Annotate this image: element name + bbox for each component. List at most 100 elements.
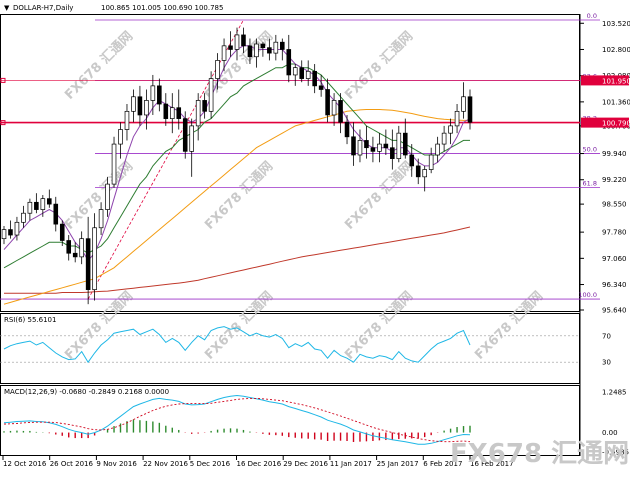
fib-level-label: 100.0 (578, 291, 597, 299)
price-tick-label: 103.520 (602, 20, 630, 28)
candle-bull (357, 140, 363, 156)
candle-bear (338, 100, 343, 123)
candle-bull (27, 201, 33, 214)
candle-bull (292, 67, 298, 76)
candle-bear (47, 198, 52, 205)
candle-bear (344, 121, 350, 138)
current-price-box (581, 117, 629, 128)
candle-bear (85, 238, 91, 290)
rsi-title: RSI(6) 55.6101 (4, 316, 56, 324)
candle-bear (66, 240, 72, 254)
date-tick-label: 16 Feb 2017 (470, 460, 514, 468)
candle-bull (105, 183, 110, 210)
candle-bear (202, 100, 207, 112)
price-tick-label: 97.780 (602, 229, 627, 237)
macd-tick-label: 1.2485 (602, 389, 627, 397)
marker-price-box (581, 75, 629, 86)
candle-bear (318, 85, 324, 90)
candle-bear (467, 96, 473, 123)
price-tick-label: 101.360 (602, 98, 630, 106)
candle-bull (40, 198, 46, 210)
ma-long-line (3, 109, 470, 305)
watermark-text: FX678 汇通网 (342, 28, 417, 103)
candle-bull (98, 209, 104, 229)
macd-title: MACD(12,26,9) -0.0680 -0.2849 0.2168 0.0… (4, 388, 169, 396)
header-arrow-icon[interactable]: ▼ (4, 4, 10, 12)
price-tick-label: 96.340 (602, 281, 627, 289)
marker-price-marker[interactable] (0, 77, 6, 83)
candle-bear (415, 165, 421, 178)
candle-bull (428, 154, 434, 170)
date-tick-label: 22 Nov 2016 (143, 460, 188, 468)
candle-bear (351, 136, 356, 156)
candle-bull (21, 212, 26, 223)
candle-bull (454, 110, 460, 127)
macd-signal-line (3, 397, 471, 443)
date-tick-label: 25 Jan 2017 (377, 460, 419, 468)
candle-bull (169, 107, 175, 119)
date-tick-label: 11 Jan 2017 (330, 460, 372, 468)
candle-bear (72, 252, 78, 258)
fib-level-label: 61.8 (583, 179, 597, 187)
rsi-layer: 70 30 (0, 326, 611, 367)
candle-bull (92, 227, 97, 290)
candle-bull (422, 169, 427, 178)
candle-bear (8, 229, 13, 236)
date-tick-label: 5 Dec 2016 (190, 460, 231, 468)
candle-bull (111, 143, 117, 185)
candle-bear (260, 43, 266, 49)
marker-price-label: 101.950 (602, 77, 630, 85)
current-price-marker[interactable] (0, 120, 6, 126)
watermark-text: FX678 汇通网 (202, 158, 277, 233)
date-tick-label: 9 Nov 2016 (96, 460, 137, 468)
candle-bear (383, 143, 389, 149)
price-tick-label: 95.640 (602, 307, 627, 315)
price-tick-label: 99.940 (602, 150, 627, 158)
candle-bull (435, 143, 440, 156)
candle-bull (1, 229, 7, 240)
rsi-tick-label: 70 (602, 332, 611, 340)
symbol-title: DOLLAR-H7,Daily (13, 4, 73, 12)
candle-bull (189, 125, 194, 152)
candle-bull (234, 34, 240, 50)
candle-bear (182, 118, 188, 152)
candle-bear (409, 154, 415, 167)
candle-bear (247, 45, 253, 58)
watermark-text: FX678 汇通网 (342, 158, 417, 233)
candle-bull (448, 125, 453, 134)
date-tick-label: 26 Oct 2016 (50, 460, 94, 468)
candle-bull (305, 70, 311, 79)
candles-layer (1, 27, 473, 305)
price-axis-layer: 103.520102.800102.080101.360100.70099.94… (580, 20, 630, 315)
macd-tick-label: 0.00 (602, 429, 618, 437)
candle-bear (137, 96, 143, 116)
ma-very-long-line (4, 226, 471, 294)
candle-bear (267, 47, 272, 54)
candle-bull (150, 85, 156, 101)
rsi-line (3, 326, 471, 364)
fib-level-label: 50.0 (583, 146, 597, 154)
candle-bull (461, 96, 466, 112)
candle-bear (390, 147, 395, 159)
macd-layer: 1.2485 0.00 -0.5985 (3, 389, 629, 457)
price-tick-label: 97.060 (602, 255, 627, 263)
candle-bull (221, 45, 227, 61)
rsi-tick-label: 30 (602, 359, 611, 367)
date-tick-label: 29 Dec 2016 (283, 460, 328, 468)
candle-bear (34, 201, 39, 210)
candle-bear (402, 132, 408, 156)
candle-bear (59, 223, 65, 241)
candle-bear (370, 147, 376, 152)
candle-bull (131, 96, 136, 112)
candle-bull (14, 221, 20, 236)
current-price-label: 100.790 (602, 120, 630, 128)
date-tick-label: 6 Feb 2017 (423, 460, 462, 468)
ohlc-values: 100.865 101.005 100.690 100.785 (101, 4, 223, 12)
candle-bull (144, 100, 149, 116)
brand-watermark: FX678 汇通网 (450, 439, 629, 469)
price-tick-label: 99.220 (602, 176, 627, 184)
candle-bull (79, 238, 84, 258)
candle-bull (331, 100, 337, 116)
